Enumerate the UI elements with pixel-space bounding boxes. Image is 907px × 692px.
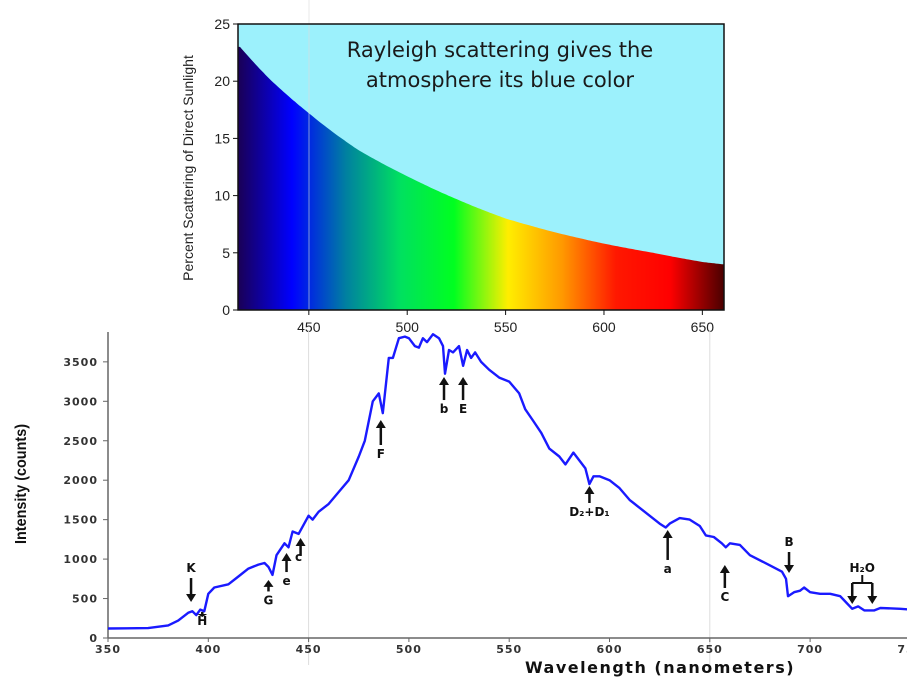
annotation-label: H bbox=[197, 614, 207, 628]
annotation-arrow-head bbox=[197, 613, 208, 618]
annotation-label: F bbox=[377, 447, 385, 461]
y-tick-label: 5 bbox=[222, 245, 230, 261]
y-tick-label: 0 bbox=[89, 632, 98, 645]
annotation-arrow-head bbox=[784, 564, 795, 573]
y-tick-label: 500 bbox=[72, 593, 98, 606]
annotation-arrow-head bbox=[263, 580, 274, 587]
annotation-arrow-head bbox=[439, 376, 450, 385]
x-tick-label: 750 bbox=[897, 643, 907, 656]
x-tick-label: 450 bbox=[296, 643, 322, 656]
y-tick-label: 15 bbox=[214, 130, 230, 146]
x-tick-label: 400 bbox=[195, 643, 221, 656]
x-tick-label: 650 bbox=[691, 319, 715, 335]
x-tick-label: 550 bbox=[496, 643, 522, 656]
y-axis-label: Percent Scattering of Direct Sunlight bbox=[180, 55, 196, 281]
solar-spectrum-chart: 0 500 1000 1500 2000 2500 3000 3500 350 400 450 500… bbox=[13, 330, 907, 677]
annotation-arrow-head bbox=[719, 565, 730, 574]
x-tick-label: 600 bbox=[592, 319, 616, 335]
annotation-label: D₂+D₁ bbox=[569, 505, 610, 519]
spectrum-line bbox=[107, 333, 907, 630]
annotation-arrow-head bbox=[295, 538, 306, 547]
annotation-arrow-head bbox=[281, 553, 292, 562]
annotation-label: E bbox=[459, 402, 467, 416]
y-tick-label: 2500 bbox=[63, 435, 98, 448]
annotation-arrow-head bbox=[375, 419, 386, 428]
x-tick-label: 700 bbox=[797, 643, 823, 656]
y-tick-label: 3000 bbox=[63, 395, 98, 408]
annotation-label: a bbox=[664, 562, 672, 576]
annotation-label: H₂O bbox=[850, 561, 876, 575]
y-tick-label: 0 bbox=[222, 302, 230, 318]
annotation-label: B bbox=[784, 535, 793, 549]
x-tick-label: 500 bbox=[396, 319, 420, 335]
y-axis-label: Intensity (counts) bbox=[13, 424, 30, 544]
annotation-label: C bbox=[720, 590, 729, 604]
plot-frame bbox=[237, 23, 725, 311]
scattering-area bbox=[238, 46, 724, 311]
x-tick-label: 650 bbox=[697, 643, 723, 656]
x-tick-label: 500 bbox=[396, 643, 422, 656]
y-tick-label: 20 bbox=[214, 73, 230, 89]
chart-title-line: Rayleigh scattering gives the bbox=[347, 38, 653, 62]
x-tick-label: 350 bbox=[95, 643, 121, 656]
rayleigh-chart: 0 5 10 15 20 25 450 500 550 600 650 Percent Scatter… bbox=[180, 0, 725, 335]
annotation-label: e bbox=[282, 574, 290, 588]
chart-title-line: atmosphere its blue color bbox=[366, 68, 635, 92]
x-axis-label: Wavelength (nanometers) bbox=[525, 658, 795, 677]
annotation-label: G bbox=[264, 593, 274, 607]
y-tick-label: 25 bbox=[214, 16, 230, 32]
h2o-bracket bbox=[852, 575, 873, 585]
annotation-label: b bbox=[440, 402, 449, 416]
y-tick-label: 2000 bbox=[63, 474, 98, 487]
annotation-arrow-head bbox=[584, 486, 595, 495]
y-tick-label: 3500 bbox=[63, 356, 98, 369]
x-tick-label: 550 bbox=[494, 319, 518, 335]
h2o-arrow-head bbox=[847, 595, 858, 604]
y-tick-label: 10 bbox=[214, 188, 230, 204]
h2o-arrow-head bbox=[867, 595, 878, 604]
annotation-arrow-head bbox=[458, 376, 469, 385]
annotation-arrow-head bbox=[186, 594, 197, 603]
x-tick-label: 450 bbox=[297, 319, 321, 335]
x-tick-label: 600 bbox=[597, 643, 623, 656]
annotation-label: c bbox=[295, 550, 302, 564]
annotation-arrow-head bbox=[662, 529, 673, 538]
annotation-label: K bbox=[186, 561, 196, 575]
y-tick-label: 1000 bbox=[63, 553, 98, 566]
y-tick-label: 1500 bbox=[63, 514, 98, 527]
